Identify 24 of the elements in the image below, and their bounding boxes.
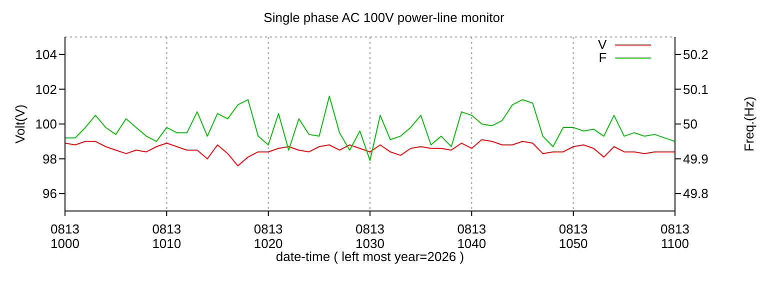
x-tick-label: 0813 1050 [558, 222, 588, 251]
x-tick-label: 0813 1010 [152, 222, 182, 251]
x-tick-label: 0813 1040 [457, 222, 486, 251]
x-tick-label: 0813 1000 [50, 222, 80, 251]
y2-tick-label: 49.9 [683, 151, 708, 166]
y-axis-title: Volt(V) [12, 104, 28, 144]
legend-label: V [598, 37, 607, 52]
y2-tick-label: 50 [683, 116, 698, 132]
y2-tick-label: 49.8 [683, 186, 708, 202]
x-axis-title: date-time ( left most year=2026 ) [276, 249, 464, 264]
x-tick-label: 0813 1030 [356, 222, 384, 251]
y-tick-label: 100 [35, 116, 57, 132]
y-tick-label: 98 [42, 151, 57, 166]
y2-tick-label: 50.1 [683, 82, 708, 97]
y2-tick-label: 50.2 [683, 47, 708, 62]
y-tick-label: 102 [35, 82, 57, 97]
y-tick-label: 104 [35, 47, 57, 62]
line-series [65, 139, 675, 166]
y2-axis-title: Freq.(Hz) [742, 96, 757, 152]
legend-label: F [598, 50, 607, 65]
x-tick-label: 0813 1100 [660, 222, 690, 251]
line-series [65, 96, 675, 162]
y-tick-label: 96 [42, 186, 57, 202]
chart-title: Single phase AC 100V power-line monitor [262, 10, 506, 25]
